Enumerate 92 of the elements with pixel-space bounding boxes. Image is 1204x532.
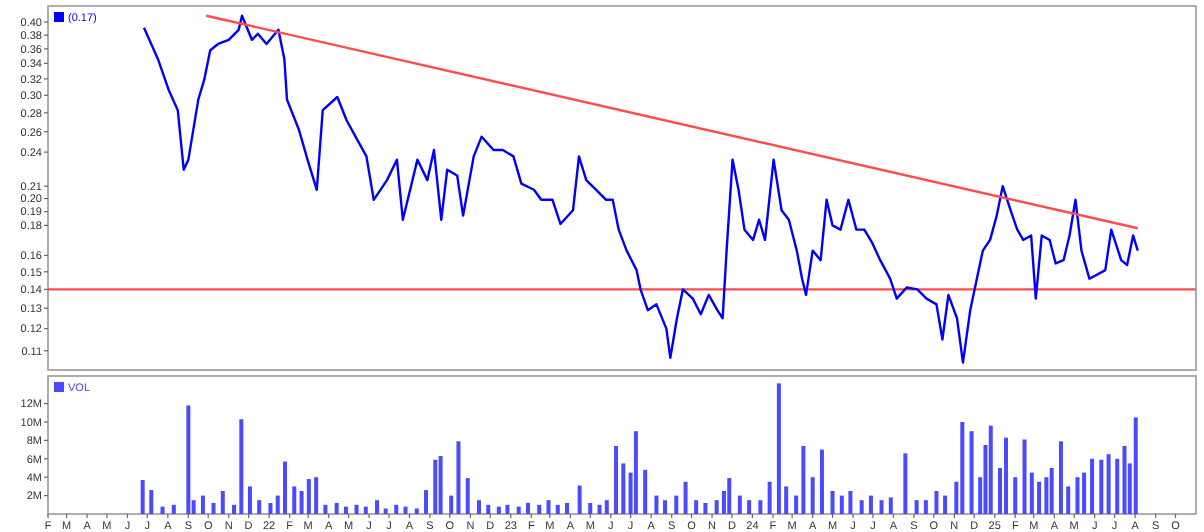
bar xyxy=(283,461,288,514)
bar xyxy=(354,504,359,514)
bar xyxy=(969,431,974,514)
bar xyxy=(888,497,893,514)
line-series xyxy=(142,14,1139,364)
bar xyxy=(438,456,443,514)
bar xyxy=(767,481,772,514)
bar xyxy=(343,506,348,514)
bar xyxy=(505,504,510,514)
bar xyxy=(363,506,368,514)
bar xyxy=(1037,481,1042,514)
bar xyxy=(456,441,461,514)
bar xyxy=(220,491,225,514)
bar xyxy=(577,485,582,514)
bar xyxy=(565,502,570,514)
bar xyxy=(149,490,154,514)
bar xyxy=(323,504,328,514)
bar xyxy=(477,500,481,514)
bar xyxy=(247,486,252,514)
bar xyxy=(839,495,844,514)
bar xyxy=(859,500,864,514)
bar xyxy=(819,449,824,514)
bar xyxy=(424,490,429,514)
bar xyxy=(383,508,388,514)
bar xyxy=(747,500,752,514)
bar xyxy=(555,504,560,514)
bar xyxy=(186,405,191,514)
bar xyxy=(306,479,311,514)
bar xyxy=(960,422,965,514)
bar xyxy=(737,495,742,514)
bar xyxy=(1106,454,1111,514)
bar xyxy=(801,445,806,514)
bar xyxy=(694,500,699,514)
bar xyxy=(486,504,491,514)
bar xyxy=(988,425,993,514)
bar xyxy=(239,419,244,514)
bar xyxy=(1003,437,1008,514)
bar xyxy=(604,500,609,514)
bar xyxy=(674,495,679,514)
bar xyxy=(1013,477,1018,514)
bar xyxy=(1049,468,1054,514)
bar xyxy=(537,504,542,514)
bar xyxy=(171,504,176,514)
bar xyxy=(703,502,708,514)
bar xyxy=(588,502,593,514)
bar xyxy=(403,506,408,514)
bar xyxy=(727,478,732,514)
bar xyxy=(758,500,763,514)
bar xyxy=(914,500,919,514)
bar xyxy=(879,500,884,514)
bar xyxy=(810,477,815,514)
bar xyxy=(314,477,319,514)
bar xyxy=(776,383,781,514)
bar xyxy=(868,495,873,514)
bar xyxy=(546,500,551,514)
bar xyxy=(654,495,659,514)
bar xyxy=(1122,445,1127,514)
bar xyxy=(1075,477,1080,514)
bar xyxy=(334,502,339,514)
bar xyxy=(1082,472,1087,514)
bar xyxy=(848,491,853,514)
bar xyxy=(292,486,297,514)
bar xyxy=(597,504,602,514)
bar xyxy=(257,500,262,514)
bar xyxy=(211,502,216,514)
bar xyxy=(268,502,273,514)
bar xyxy=(433,459,438,514)
bar xyxy=(200,495,205,514)
bar xyxy=(614,445,619,514)
bar xyxy=(1133,417,1138,514)
bar xyxy=(663,500,668,514)
bar xyxy=(465,478,470,514)
bar xyxy=(1058,441,1063,514)
bar xyxy=(934,491,939,514)
bar xyxy=(414,508,419,514)
bar xyxy=(903,453,908,514)
bar xyxy=(643,469,648,514)
bar xyxy=(830,491,835,514)
bar xyxy=(160,506,165,514)
bar xyxy=(1022,439,1027,514)
bar xyxy=(140,479,145,514)
bar xyxy=(394,504,399,514)
bar xyxy=(1099,459,1104,514)
bar xyxy=(525,502,530,514)
bar xyxy=(375,500,380,514)
bar xyxy=(923,500,928,514)
bar xyxy=(633,431,638,514)
bar xyxy=(516,506,521,514)
bar xyxy=(943,495,948,514)
bar xyxy=(1090,458,1095,514)
bar xyxy=(683,481,688,514)
bar xyxy=(496,506,501,514)
